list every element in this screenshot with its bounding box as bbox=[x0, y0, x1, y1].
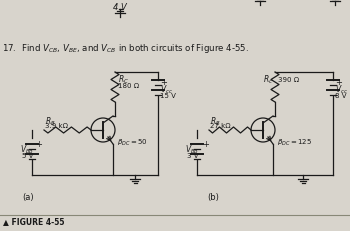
Text: $R_B$: $R_B$ bbox=[45, 115, 56, 128]
Text: $R_C$: $R_C$ bbox=[118, 74, 129, 86]
Text: 390 Ω: 390 Ω bbox=[278, 77, 299, 83]
Text: $R_B$: $R_B$ bbox=[210, 115, 220, 128]
Text: 5 V: 5 V bbox=[22, 153, 33, 159]
Text: $V_{cc}$: $V_{cc}$ bbox=[335, 84, 348, 97]
Text: +: + bbox=[36, 140, 42, 149]
Text: 15 V: 15 V bbox=[160, 93, 176, 99]
Text: 180 Ω: 180 Ω bbox=[118, 83, 139, 89]
Text: 8 V: 8 V bbox=[335, 93, 346, 99]
Text: (b): (b) bbox=[207, 193, 219, 202]
Text: $V_{BB}$: $V_{BB}$ bbox=[185, 144, 199, 156]
Text: 17.  Find $V_{CB}$, $V_{BE}$, and $V_{CB}$ in both circuits of Figure 4-55.: 17. Find $V_{CB}$, $V_{BE}$, and $V_{CB}… bbox=[2, 42, 249, 55]
Text: 27 kΩ: 27 kΩ bbox=[210, 123, 231, 129]
Text: $+$: $+$ bbox=[160, 77, 168, 87]
Text: (a): (a) bbox=[22, 193, 34, 202]
Text: $+$: $+$ bbox=[335, 77, 343, 87]
Text: $\beta_{DC}=50$: $\beta_{DC}=50$ bbox=[117, 138, 148, 148]
Text: ▲ FIGURE 4-55: ▲ FIGURE 4-55 bbox=[3, 217, 64, 226]
Text: $R_c$: $R_c$ bbox=[263, 74, 273, 86]
Text: +: + bbox=[203, 140, 209, 149]
Text: $\beta_{DC}=125$: $\beta_{DC}=125$ bbox=[277, 138, 312, 148]
Text: 3 V: 3 V bbox=[187, 153, 198, 159]
Text: $V_{cc}$: $V_{cc}$ bbox=[160, 84, 173, 97]
Text: 4 V: 4 V bbox=[113, 3, 127, 12]
Text: $V_{BB}$: $V_{BB}$ bbox=[20, 144, 34, 156]
Text: 3.9 kΩ: 3.9 kΩ bbox=[45, 123, 68, 129]
